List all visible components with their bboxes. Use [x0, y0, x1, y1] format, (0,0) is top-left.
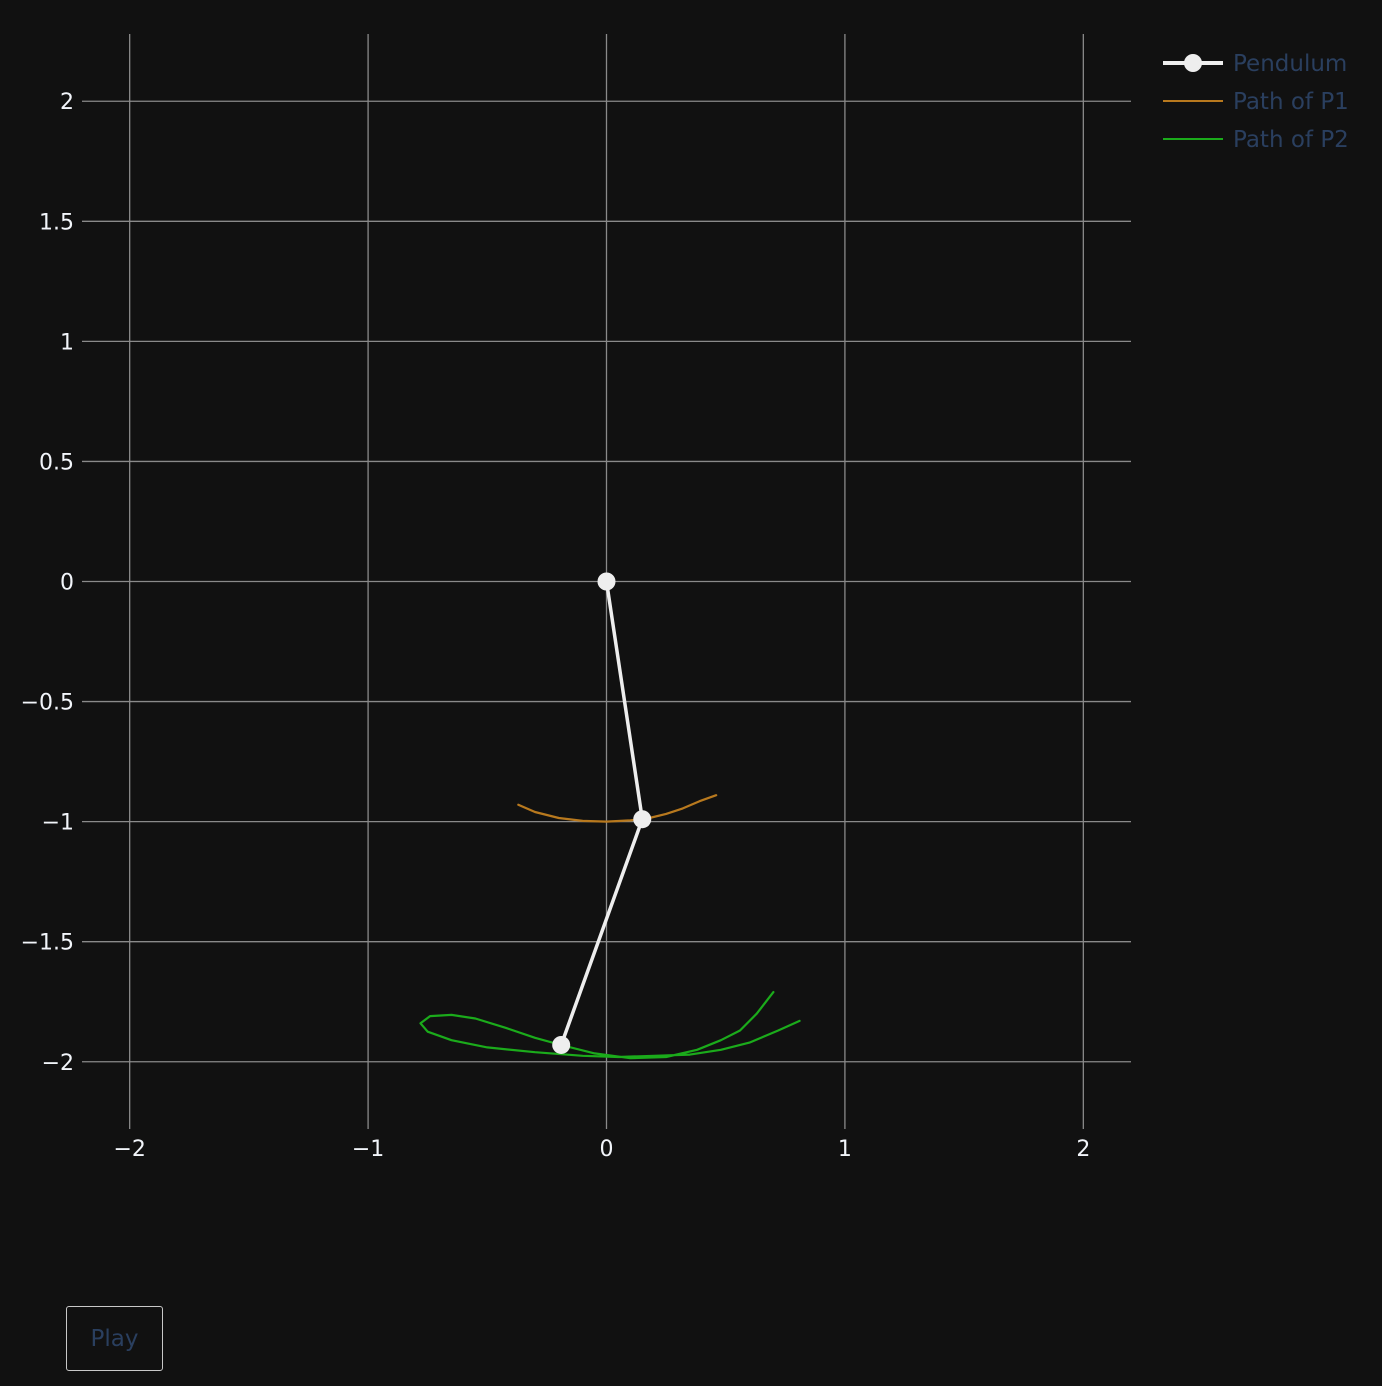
y-tick-label: −1.5: [21, 931, 74, 956]
x-tick-label: 1: [838, 1137, 852, 1162]
y-tick-label: −0.5: [21, 691, 74, 716]
y-tick-label: −2: [42, 1051, 74, 1076]
y-tick-label: 1: [60, 330, 74, 355]
x-tick-label: 0: [600, 1137, 614, 1162]
legend-item-pendulum[interactable]: Pendulum: [1163, 51, 1347, 77]
y-tick-label: 2: [60, 90, 74, 115]
legend-label-path-p2: Path of P2: [1233, 127, 1349, 153]
series-layer: [419, 572, 801, 1060]
series-line-pendulum: [559, 579, 645, 1047]
play-button[interactable]: Play: [66, 1306, 163, 1371]
pendulum-joint-marker: [597, 572, 616, 591]
legend-item-path-p2[interactable]: Path of P2: [1163, 127, 1349, 153]
x-tick-label: −2: [113, 1137, 145, 1162]
pendulum-joint-marker: [633, 810, 652, 829]
x-tick-label: −1: [352, 1137, 384, 1162]
grid: [82, 34, 1131, 1129]
legend: Pendulum Path of P1 Path of P2: [1163, 51, 1349, 153]
y-tick-label: 0.5: [39, 450, 74, 475]
x-axis-ticks: −2 −1 0 1 2: [113, 1137, 1090, 1162]
series-line-path-of-p1: [517, 794, 718, 823]
y-tick-label: 1.5: [39, 210, 74, 235]
legend-label-path-p1: Path of P1: [1233, 89, 1349, 115]
legend-item-path-p1[interactable]: Path of P1: [1163, 89, 1349, 115]
y-tick-label: −1: [42, 811, 74, 836]
x-tick-label: 2: [1076, 1137, 1090, 1162]
series-line-path-of-p2: [419, 991, 801, 1060]
legend-label-pendulum: Pendulum: [1233, 51, 1347, 77]
y-tick-label: 0: [60, 571, 74, 596]
y-axis-ticks: 2 1.5 1 0.5 0 −0.5 −1 −1.5 −2: [21, 90, 74, 1076]
pendulum-joint-marker: [552, 1035, 571, 1054]
